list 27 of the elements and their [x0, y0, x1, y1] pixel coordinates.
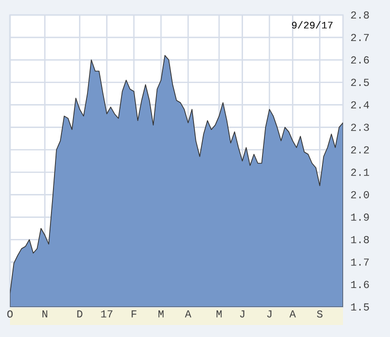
y-tick-label: 1.6: [351, 280, 369, 288]
x-tick-label: N: [42, 310, 48, 318]
y-tick-label: 1.5: [351, 303, 369, 311]
x-tick-label: J: [267, 310, 272, 318]
x-tick-label: O: [7, 310, 13, 318]
y-tick-label: 2.4: [351, 101, 370, 108]
x-tick-label: S: [316, 310, 322, 318]
x-tick-label: 17: [101, 310, 112, 318]
x-tick-label: M: [158, 310, 164, 318]
y-tick-label: 2.0: [351, 191, 369, 198]
y-tick-label: 2.7: [351, 34, 369, 42]
y-tick-label: 2.2: [351, 146, 369, 154]
y-tick-label: 1.7: [351, 258, 369, 266]
y-tick-label: 2.1: [351, 168, 370, 176]
y-tick-label: 2.5: [351, 78, 369, 86]
x-tick-label: M: [216, 310, 222, 318]
x-tick-label: F: [132, 310, 136, 318]
y-tick-label: 2.3: [351, 124, 369, 131]
y-tick-label: 1.8: [351, 236, 369, 244]
x-tick-label: A: [184, 310, 192, 318]
x-tick-label: D: [77, 310, 82, 318]
y-tick-label: 2.6: [351, 56, 369, 64]
x-tick-label: A: [289, 310, 296, 318]
y-tick-label: 2.8: [351, 11, 369, 19]
annotation: 9/29/17: [292, 21, 333, 29]
y-tick-label: 1.9: [351, 214, 369, 221]
x-tick-label: J: [240, 310, 244, 318]
